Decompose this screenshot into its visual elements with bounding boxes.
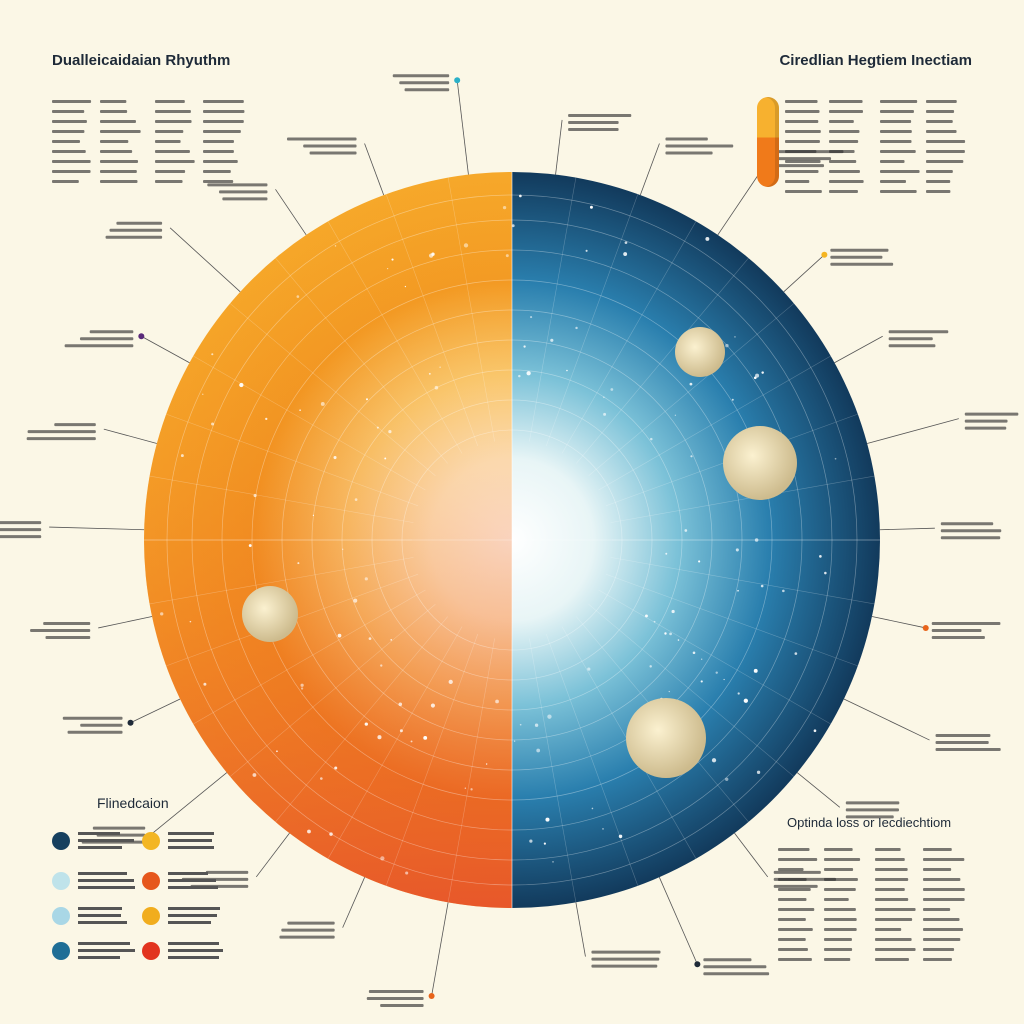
legend-swatch (142, 872, 160, 890)
legend-item (52, 905, 138, 927)
legend-swatch (52, 907, 70, 925)
legend-item (52, 870, 138, 892)
capsule-icon (757, 97, 779, 187)
title-right: Ciredlian Hegtiem Inectiam (779, 52, 972, 69)
legend-item (52, 940, 138, 962)
moon-icon (242, 327, 797, 778)
legend-text-placeholder (168, 907, 220, 924)
legend-text-placeholder (168, 872, 218, 889)
legend-swatch (52, 832, 70, 850)
legend-text-placeholder (78, 942, 135, 959)
legend-text-placeholder (78, 907, 127, 924)
legend-text-placeholder (78, 832, 134, 849)
legend-text-placeholder (168, 942, 223, 959)
legend-item (142, 870, 228, 892)
night-half (512, 172, 880, 908)
legend-swatch (142, 907, 160, 925)
legend-text-placeholder (78, 872, 135, 889)
legend-text-placeholder (168, 832, 214, 849)
legend-swatch (142, 942, 160, 960)
legend-item (142, 830, 228, 852)
legend-swatch (142, 832, 160, 850)
legend-item (52, 830, 138, 852)
legend-item (142, 905, 228, 927)
legend-title-left: Flinedcaion (97, 795, 169, 811)
legend-swatch (52, 942, 70, 960)
day-half (144, 172, 512, 908)
title-left: Dualleicaidaian Rhyuthm (52, 52, 231, 69)
legend-swatch (52, 872, 70, 890)
legend-title-right: Optinda loss or Iecdiechtiom (787, 815, 952, 830)
legend-item (142, 940, 228, 962)
